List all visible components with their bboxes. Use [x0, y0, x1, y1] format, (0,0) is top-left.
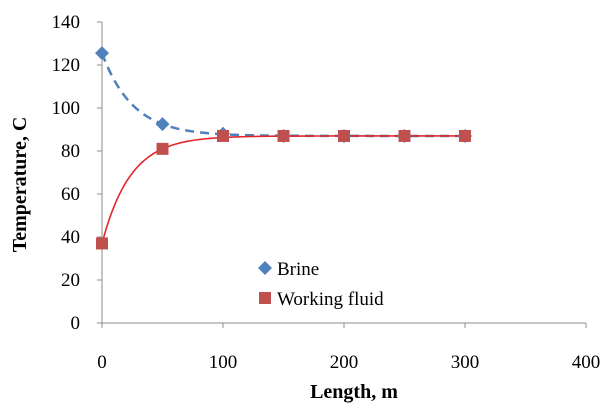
working-fluid-trend-line: [101, 135, 465, 244]
legend: Brine Working fluid: [258, 259, 384, 310]
working-fluid-point: [156, 142, 169, 155]
x-axis-title: Length, m: [310, 381, 398, 403]
working-fluid-point: [338, 129, 350, 142]
y-tick-label: 40: [61, 227, 80, 248]
legend-working-fluid-label: Working fluid: [277, 289, 384, 310]
y-tick-label: 60: [61, 184, 80, 205]
x-tick-label: 200: [330, 352, 359, 373]
y-tick-label: 0: [71, 313, 81, 334]
trend-lines: [100, 52, 465, 244]
brine-point: [95, 46, 109, 61]
x-tick-label: 300: [451, 352, 480, 373]
y-tick-labels: 0 20 40 60 80 100 120 140: [52, 12, 102, 334]
y-tick-label: 100: [52, 98, 81, 119]
x-tick-labels: 0 100 200 300 400: [97, 323, 600, 373]
y-tick-label: 80: [61, 141, 80, 162]
legend-brine-marker: [258, 261, 272, 275]
legend-working-fluid-marker: [259, 292, 271, 304]
y-tick-label: 120: [52, 55, 81, 76]
legend-brine-label: Brine: [277, 259, 319, 280]
axes: [101, 22, 586, 324]
y-tick-label: 20: [61, 270, 80, 291]
x-tick-label: 0: [97, 352, 107, 373]
working-fluid-point: [96, 237, 108, 250]
y-tick-label: 140: [52, 12, 81, 33]
working-fluid-point: [398, 129, 411, 142]
brine-point: [155, 117, 170, 132]
working-fluid-point: [459, 129, 471, 142]
working-fluid-point: [217, 129, 229, 142]
data-markers: [95, 46, 472, 250]
x-tick-label: 100: [209, 352, 238, 373]
x-tick-label: 400: [572, 352, 601, 373]
y-axis-title: Temperature, C: [9, 117, 31, 253]
working-fluid-point: [277, 129, 290, 142]
